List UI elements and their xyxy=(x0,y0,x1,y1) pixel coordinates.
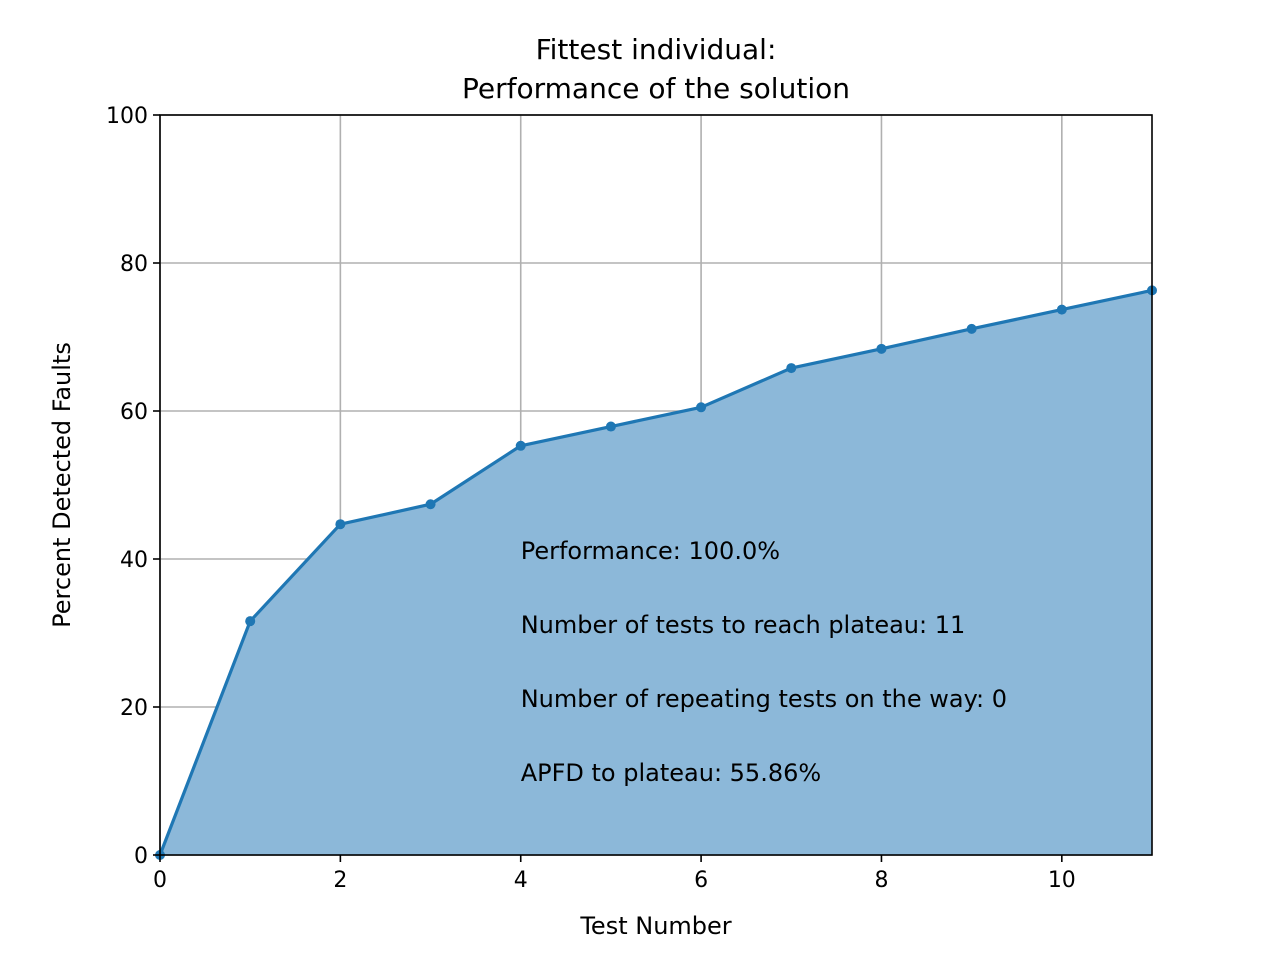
series-line xyxy=(158,288,1153,856)
x-tick-label: 6 xyxy=(694,868,708,893)
data-point xyxy=(696,402,707,413)
data-points xyxy=(155,285,1157,860)
data-point xyxy=(1056,304,1067,315)
x-tick-label: 10 xyxy=(1048,868,1076,893)
annotations: Performance: 100.0% Number of tests to re… xyxy=(521,537,1007,787)
data-point xyxy=(245,616,256,627)
x-axis-label: Test Number xyxy=(579,912,731,940)
plot-frame xyxy=(159,114,1153,856)
chart-title-line-1: Fittest individual: xyxy=(536,33,777,66)
y-tick-label: 80 xyxy=(120,252,148,277)
y-tick-label: 20 xyxy=(120,696,148,721)
data-point xyxy=(966,323,977,334)
data-point xyxy=(515,440,526,451)
y-axis-label: Percent Detected Faults xyxy=(48,342,76,628)
y-tick-label: 100 xyxy=(106,104,148,129)
data-point xyxy=(425,499,436,510)
annotation-text: APFD to plateau: 55.86% xyxy=(521,759,821,787)
x-tick-label: 2 xyxy=(333,868,347,893)
y-tick-label: 60 xyxy=(120,400,148,425)
y-tick-label: 0 xyxy=(134,844,148,869)
x-tick-label: 0 xyxy=(153,868,167,893)
chart-title-line-2: Performance of the solution xyxy=(462,72,850,105)
area-fill xyxy=(160,290,1152,855)
data-point xyxy=(876,343,887,354)
annotation-text: Number of repeating tests on the way: 0 xyxy=(521,685,1007,713)
data-point xyxy=(605,421,616,432)
x-tick-label: 8 xyxy=(874,868,888,893)
data-point xyxy=(335,519,346,530)
annotation-text: Number of tests to reach plateau: 11 xyxy=(521,611,966,639)
x-tick-label: 4 xyxy=(514,868,528,893)
data-point xyxy=(786,363,797,374)
annotation-text: Performance: 100.0% xyxy=(521,537,780,565)
y-tick-label: 40 xyxy=(120,548,148,573)
